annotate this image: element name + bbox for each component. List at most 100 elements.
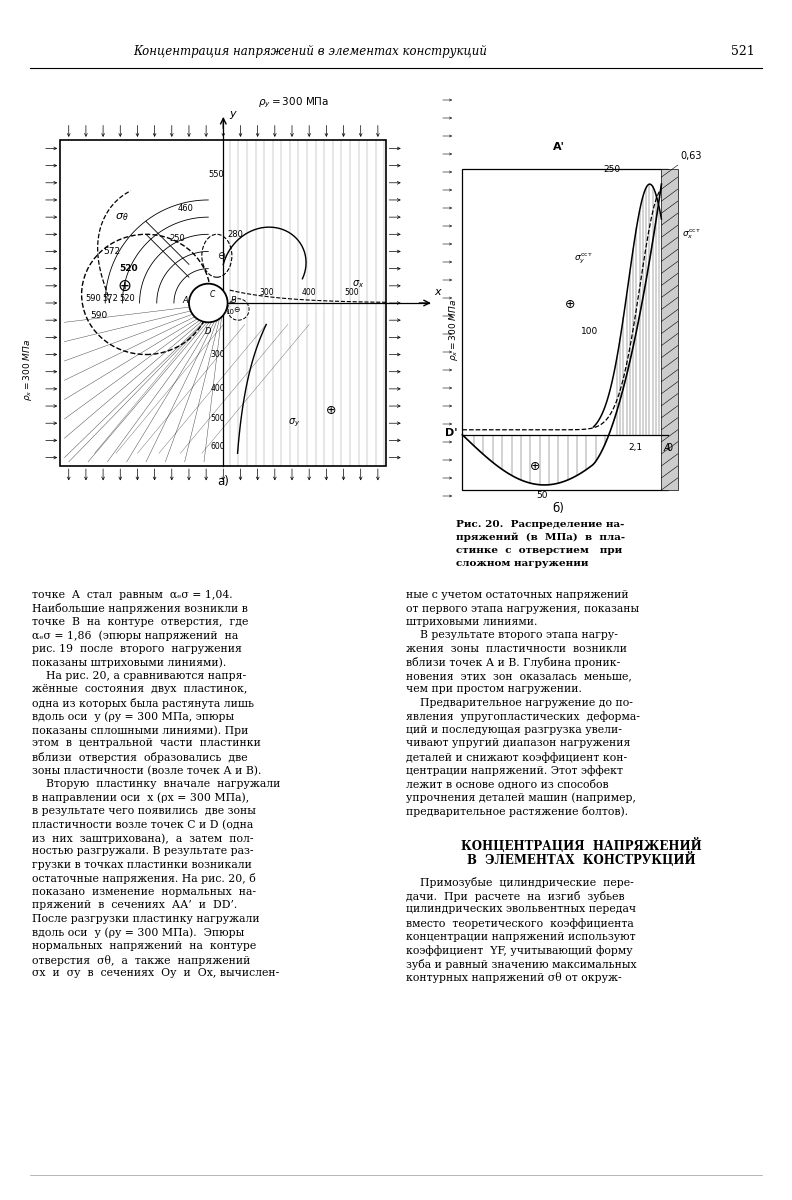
Text: показаны штриховыми линиями).: показаны штриховыми линиями). — [32, 658, 227, 668]
Text: пластичности возле точек С и D (одна: пластичности возле точек С и D (одна — [32, 820, 253, 830]
Circle shape — [189, 283, 227, 323]
Text: концентрации напряжений используют: концентрации напряжений используют — [406, 931, 636, 942]
Text: в результате чего появились  две зоны: в результате чего появились две зоны — [32, 806, 256, 816]
Text: Примозубые  цилиндрические  пере-: Примозубые цилиндрические пере- — [406, 877, 634, 888]
Text: $\oplus$: $\oplus$ — [529, 461, 541, 473]
Text: $\oplus$: $\oplus$ — [325, 404, 337, 416]
Text: 400: 400 — [302, 288, 317, 296]
Text: A: A — [182, 296, 188, 305]
Text: $\sigma_x$: $\sigma_x$ — [352, 277, 364, 289]
Text: 520: 520 — [120, 294, 135, 304]
Text: y: y — [230, 109, 236, 119]
Text: упрочнения деталей машин (например,: упрочнения деталей машин (например, — [406, 792, 636, 803]
Text: точке  B  на  контуре  отверстия,  где: точке B на контуре отверстия, где — [32, 617, 249, 626]
Text: 2,1: 2,1 — [629, 443, 643, 452]
Text: а): а) — [217, 475, 229, 487]
Text: $\ominus$: $\ominus$ — [216, 251, 226, 262]
Text: Предварительное нагружение до по-: Предварительное нагружение до по- — [406, 698, 633, 708]
Text: 250: 250 — [604, 166, 621, 174]
Text: $\oplus$: $\oplus$ — [117, 277, 131, 295]
Text: 520: 520 — [119, 264, 138, 274]
Text: x: x — [435, 287, 441, 296]
Text: контурных напряжений σθ от окруж-: контурных напряжений σθ от окруж- — [406, 972, 622, 983]
Text: отверстия  σθ,  а  также  напряжений: отверстия σθ, а также напряжений — [32, 954, 250, 966]
Text: этом  в  центральной  части  пластинки: этом в центральной части пластинки — [32, 738, 261, 749]
Text: 300: 300 — [211, 350, 226, 359]
Text: в направлении оси  х (ρx = 300 МПа),: в направлении оси х (ρx = 300 МПа), — [32, 792, 249, 803]
Text: 300: 300 — [259, 288, 273, 296]
Text: показано  изменение  нормальных  на-: показано изменение нормальных на- — [32, 887, 256, 898]
Text: ций и последующая разгрузка увели-: ций и последующая разгрузка увели- — [406, 725, 622, 734]
Text: 572: 572 — [103, 247, 120, 256]
Text: $\sigma_y$: $\sigma_y$ — [287, 418, 300, 430]
Text: коэффициент  YF, учитывающий форму: коэффициент YF, учитывающий форму — [406, 946, 633, 955]
Text: грузки в точках пластинки возникали: грузки в точках пластинки возникали — [32, 860, 252, 870]
Bar — [60, 140, 386, 466]
Text: КОНЦЕНТРАЦИЯ  НАПРЯЖЕНИЙ: КОНЦЕНТРАЦИЯ НАПРЯЖЕНИЙ — [461, 838, 702, 852]
Text: вместо  теоретического  коэффициента: вместо теоретического коэффициента — [406, 918, 634, 929]
Text: стинке  с  отверстием   при: стинке с отверстием при — [456, 546, 623, 554]
Text: $\sigma_\theta$: $\sigma_\theta$ — [115, 211, 129, 223]
Text: $\rho_x = 300$ МПа: $\rho_x = 300$ МПа — [21, 338, 35, 401]
Text: $\rho_y = 300$ МПа: $\rho_y = 300$ МПа — [257, 95, 329, 109]
Text: вдоль оси  у (ρy = 300 МПа).  Эпюры: вдоль оси у (ρy = 300 МПа). Эпюры — [32, 928, 244, 938]
Text: На рис. 20, а сравниваются напря-: На рис. 20, а сравниваются напря- — [32, 671, 246, 680]
Text: штриховыми линиями.: штриховыми линиями. — [406, 617, 538, 626]
Text: вблизи  отверстия  образовались  две: вблизи отверстия образовались две — [32, 752, 248, 763]
Text: предварительное растяжение болтов).: предварительное растяжение болтов). — [406, 806, 628, 817]
Text: вблизи точек А и В. Глубина проник-: вблизи точек А и В. Глубина проник- — [406, 658, 620, 668]
Text: 500: 500 — [211, 414, 226, 424]
Text: В  ЭЛЕМЕНТАХ  КОНСТРУКЦИЙ: В ЭЛЕМЕНТАХ КОНСТРУКЦИЙ — [466, 852, 695, 868]
Text: точке  A  стал  равным  αₑσ = 1,04.: точке A стал равным αₑσ = 1,04. — [32, 590, 233, 600]
Text: чем при простом нагружении.: чем при простом нагружении. — [406, 684, 582, 695]
Text: B: B — [231, 296, 237, 305]
Text: $\sigma_x^{\rm ост}$: $\sigma_x^{\rm ост}$ — [683, 228, 702, 241]
Text: центрации напряжений. Этот эффект: центрации напряжений. Этот эффект — [406, 766, 623, 776]
Text: 590: 590 — [86, 294, 101, 304]
Bar — [661, 169, 678, 490]
Text: деталей и снижают коэффициент кон-: деталей и снижают коэффициент кон- — [406, 752, 627, 763]
Text: сложном нагружении: сложном нагружении — [456, 559, 588, 568]
Text: Концентрация напряжений в элементах конструкций: Концентрация напряжений в элементах конс… — [133, 44, 487, 58]
Text: 590: 590 — [90, 311, 108, 320]
Text: зуба и равный значению максимальных: зуба и равный значению максимальных — [406, 959, 637, 970]
Text: чивают упругий диапазон нагружения: чивают упругий диапазон нагружения — [406, 738, 630, 749]
Text: A: A — [664, 443, 670, 452]
Text: зоны пластичности (возле точек А и В).: зоны пластичности (возле точек А и В). — [32, 766, 261, 776]
Text: ные с учетом остаточных напряжений: ные с учетом остаточных напряжений — [406, 590, 629, 600]
Text: D: D — [205, 326, 211, 336]
Text: Рис. 20.  Распределение на-: Рис. 20. Распределение на- — [456, 520, 624, 529]
Text: одна из которых была растянута лишь: одна из которых была растянута лишь — [32, 698, 254, 709]
Text: C: C — [210, 289, 215, 299]
Text: 550: 550 — [208, 169, 224, 179]
Text: $\rho_x = 300$ МПа: $\rho_x = 300$ МПа — [447, 299, 459, 361]
Text: пряжений  (в  МПа)  в  пла-: пряжений (в МПа) в пла- — [456, 533, 625, 542]
Text: лежит в основе одного из способов: лежит в основе одного из способов — [406, 779, 608, 790]
Text: 10: 10 — [226, 310, 234, 316]
Text: б): б) — [553, 502, 565, 515]
Text: 50: 50 — [536, 491, 548, 500]
Text: 521: 521 — [731, 44, 755, 58]
Text: $\ominus$: $\ominus$ — [233, 305, 241, 314]
Text: $\oplus$: $\oplus$ — [565, 298, 576, 311]
Text: σх  и  σу  в  сечениях  Оу  и  Ох, вычислен-: σх и σу в сечениях Оу и Ох, вычислен- — [32, 968, 280, 978]
Text: 400: 400 — [211, 384, 226, 394]
Text: показаны сплошными линиями). При: показаны сплошными линиями). При — [32, 725, 249, 736]
Text: 250: 250 — [169, 234, 185, 244]
Text: 600: 600 — [211, 443, 226, 451]
Text: 280: 280 — [227, 230, 243, 239]
Text: из  них  заштрихована),  а  затем  пол-: из них заштрихована), а затем пол- — [32, 833, 253, 844]
Text: αₑσ = 1,86  (эпюры напряжений  на: αₑσ = 1,86 (эпюры напряжений на — [32, 630, 238, 641]
Bar — [463, 169, 668, 490]
Text: 500: 500 — [345, 288, 360, 296]
Text: пряжений  в  сечениях  АА’  и  DD’.: пряжений в сечениях АА’ и DD’. — [32, 900, 238, 911]
Text: ностью разгружали. В результате раз-: ностью разгружали. В результате раз- — [32, 846, 253, 857]
Text: Наибольшие напряжения возникли в: Наибольшие напряжения возникли в — [32, 604, 248, 614]
Text: нормальных  напряжений  на  контуре: нормальных напряжений на контуре — [32, 941, 257, 950]
Text: рис. 19  после  второго  нагружения: рис. 19 после второго нагружения — [32, 644, 242, 654]
Text: D': D' — [445, 427, 458, 438]
Text: 0,63: 0,63 — [680, 151, 702, 161]
Text: дачи.  При  расчете  на  изгиб  зубьев: дачи. При расчете на изгиб зубьев — [406, 890, 625, 902]
Text: жения  зоны  пластичности  возникли: жения зоны пластичности возникли — [406, 644, 627, 654]
Text: вдоль оси  y (ρy = 300 МПа, эпюры: вдоль оси y (ρy = 300 МПа, эпюры — [32, 712, 234, 722]
